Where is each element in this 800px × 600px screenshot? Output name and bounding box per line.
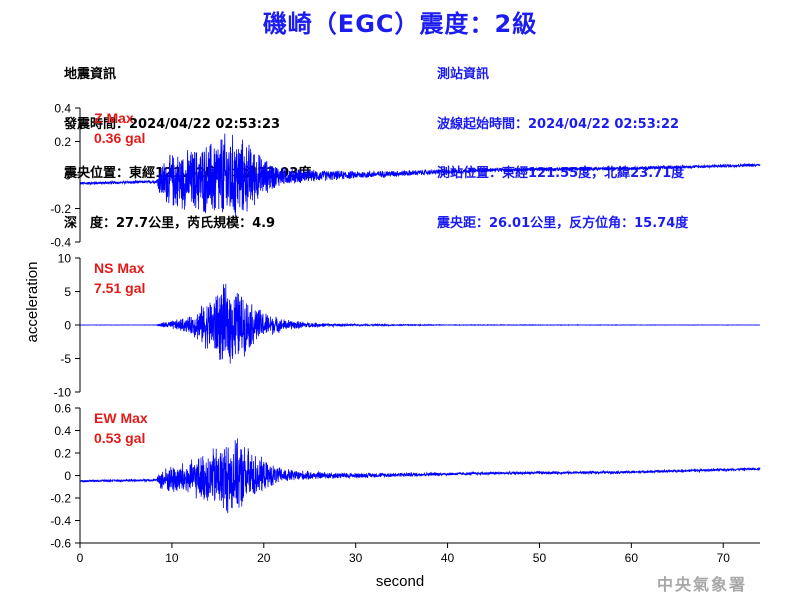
earthquake-info-heading: 地震資訊 [64, 67, 117, 82]
x-tick-label: 0 [77, 551, 84, 565]
y-tick-label: 0.6 [54, 402, 71, 416]
y-axis-title: acceleration [24, 262, 41, 343]
x-tick-label: 30 [349, 551, 363, 565]
page-title: 磯崎（EGC）震度：2級 [262, 10, 538, 38]
depth-magnitude: 深 度：27.7公里，芮氏規模：4.9 [64, 215, 276, 231]
trace-z [79, 133, 761, 217]
max-value-z: 0.36 gal [94, 130, 145, 146]
distance-azimuth: 震央距：26.01公里，反方位角：15.74度 [437, 215, 689, 231]
x-tick-label: 60 [625, 551, 639, 565]
y-tick-label: 0.4 [54, 424, 71, 438]
y-tick-label: -0.4 [50, 236, 71, 250]
x-tick-label: 70 [717, 551, 731, 565]
x-axis-title: second [376, 573, 424, 590]
trace-ns [80, 283, 761, 364]
origin-time: 發震時間：2024/04/22 02:53:23 [64, 116, 281, 132]
y-tick-label: 0.2 [54, 135, 71, 149]
x-tick-label: 10 [165, 551, 179, 565]
y-tick-label: 0.2 [54, 447, 71, 461]
y-tick-label: 0 [64, 469, 71, 483]
max-label-z: Z Max [94, 110, 134, 126]
x-tick-label: 40 [441, 551, 455, 565]
station-info-heading: 測站資訊 [437, 67, 490, 82]
y-tick-label: -10 [54, 386, 72, 400]
max-label-ns: NS Max [94, 260, 145, 276]
station-info: 測站資訊 波線起始時間：2024/04/22 02:53:22 測站位置：東經1… [437, 34, 688, 249]
wave-start-time: 波線起始時間：2024/04/22 02:53:22 [437, 116, 680, 132]
x-tick-label: 20 [257, 551, 271, 565]
y-tick-label: -0.6 [50, 537, 71, 551]
y-tick-label: -0.2 [50, 202, 71, 216]
y-tick-label: -5 [60, 352, 71, 366]
max-value-ns: 7.51 gal [94, 280, 145, 296]
y-tick-label: 0.4 [54, 102, 71, 116]
x-tick-label: 50 [533, 551, 547, 565]
y-tick-label: 5 [64, 285, 71, 299]
trace-ew [79, 438, 761, 514]
y-tick-label: 10 [58, 252, 72, 266]
max-value-ew: 0.53 gal [94, 430, 145, 446]
y-tick-label: 0 [64, 169, 71, 183]
watermark: 中央氣象署 [657, 575, 748, 594]
y-tick-label: -0.4 [50, 514, 71, 528]
y-tick-label: 0 [64, 319, 71, 333]
max-label-ew: EW Max [94, 410, 148, 426]
y-tick-label: -0.2 [50, 492, 71, 506]
